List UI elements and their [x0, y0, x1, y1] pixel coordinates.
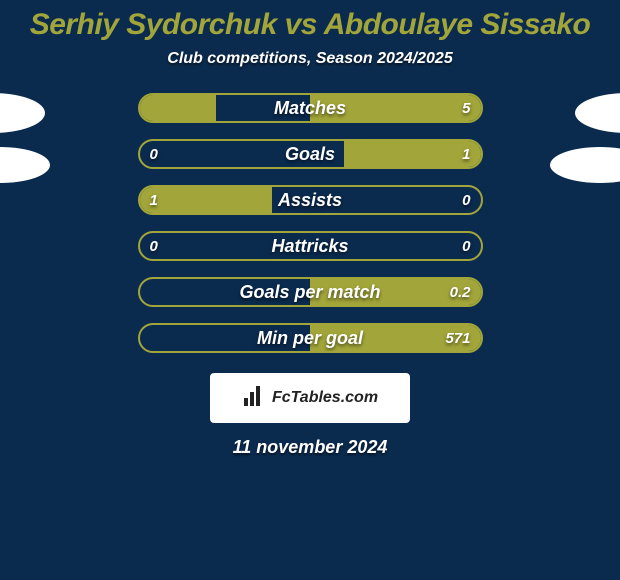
player-avatar-left-2 [0, 147, 50, 183]
footer-date: 11 november 2024 [0, 437, 620, 458]
brand-text: FcTables.com [272, 389, 378, 407]
bar-fill-left [140, 95, 217, 121]
brand-badge: FcTables.com [210, 373, 410, 423]
bar-row: Min per goal571 [138, 323, 483, 353]
player-avatar-right-1 [575, 93, 620, 133]
player-avatar-right-2 [550, 147, 620, 183]
bar-row: Goals per match0.2 [138, 277, 483, 307]
bar-fill-right [310, 95, 481, 121]
bar-fill-left [140, 187, 273, 213]
bar-label: Hattricks [140, 233, 481, 259]
bar-row: Hattricks0 0 [138, 231, 483, 261]
bar-value-right: 0 [462, 187, 470, 213]
bar-row: Matches5 [138, 93, 483, 123]
comparison-chart: Matches5Goals01Assists10Hattricks00Goals… [70, 93, 550, 353]
player-avatar-left-1 [0, 93, 45, 133]
bar-value-right: 0 [462, 233, 470, 259]
bars-icon [242, 384, 266, 413]
page-title: Serhiy Sydorchuk vs Abdoulaye Sissako [0, 0, 620, 42]
bar-value-left: 0 [150, 141, 158, 167]
bar-value-left: 0 [150, 233, 158, 259]
bar-fill-right [310, 279, 481, 305]
bar-row: Goals01 [138, 139, 483, 169]
infographic-root: Serhiy Sydorchuk vs Abdoulaye Sissako Cl… [0, 0, 620, 580]
bar-row: Assists10 [138, 185, 483, 215]
bar-fill-right [310, 325, 481, 351]
bar-fill-right [344, 141, 480, 167]
bars-container: Matches5Goals01Assists10Hattricks00Goals… [70, 93, 550, 353]
subtitle: Club competitions, Season 2024/2025 [0, 50, 620, 68]
